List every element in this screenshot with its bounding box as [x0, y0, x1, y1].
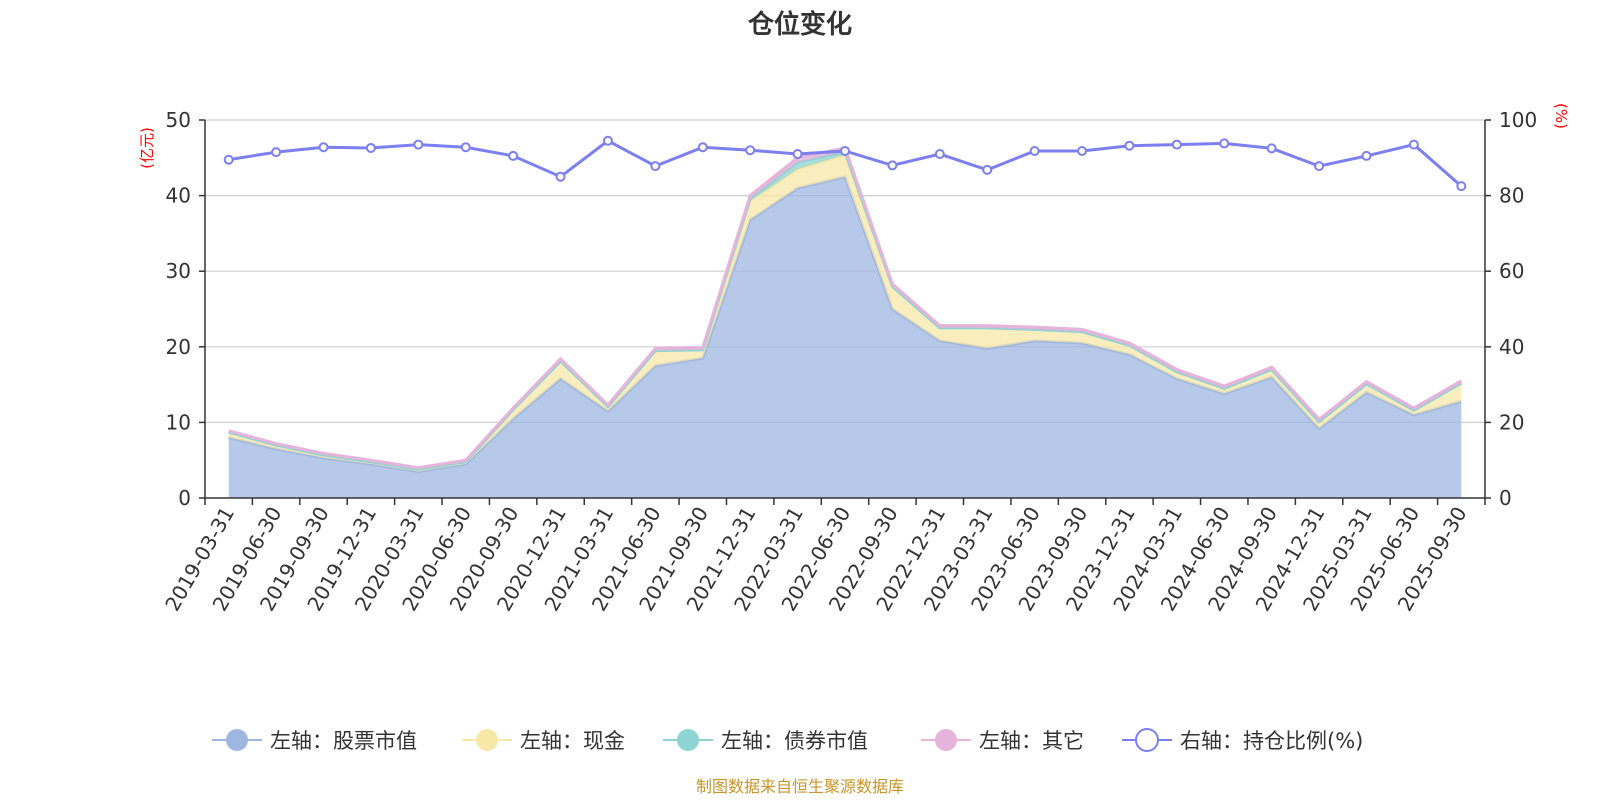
ratio-point: [934, 149, 945, 160]
ratio-point: [887, 160, 898, 171]
ratio-point: [1266, 143, 1277, 154]
left-tick-label: 30: [166, 259, 191, 283]
ratio-point: [792, 149, 803, 160]
ratio-point: [697, 142, 708, 153]
left-tick-label: 10: [166, 410, 191, 434]
ratio-point: [413, 139, 424, 150]
ratio-point: [223, 154, 234, 165]
ratio-point: [555, 171, 566, 182]
right-tick-label: 80: [1499, 184, 1524, 208]
ratio-point: [1456, 181, 1467, 192]
ratio-point: [1361, 150, 1372, 161]
ratio-point: [1077, 145, 1088, 156]
left-tick-label: 40: [166, 184, 191, 208]
legend-item-2[interactable]: 左轴：债券市值: [663, 729, 868, 753]
legend-item-4[interactable]: 右轴：持仓比例(%): [1122, 728, 1363, 753]
ratio-point: [318, 142, 329, 153]
legend-marker: [935, 729, 957, 751]
stacked-areas: [228, 146, 1463, 498]
ratio-point: [271, 147, 282, 158]
legend-marker: [476, 729, 498, 751]
legend-marker: [226, 729, 248, 751]
ratio-point: [508, 150, 519, 161]
ratio-point: [650, 161, 661, 172]
right-tick-label: 0: [1499, 486, 1512, 510]
ratio-point: [1314, 161, 1325, 172]
area-0: [228, 176, 1462, 498]
ratio-point: [840, 145, 850, 156]
legend-label: 右轴：持仓比例(%): [1180, 729, 1363, 753]
left-tick-label: 0: [178, 486, 191, 510]
legend-marker: [1135, 728, 1159, 752]
legend-item-3[interactable]: 左轴：其它: [921, 729, 1084, 753]
holding-ratio-line: [223, 135, 1467, 192]
right-axis-unit: (%): [1552, 103, 1570, 129]
data-source: 制图数据来自恒生聚源数据库: [696, 777, 904, 796]
legend-label: 左轴：股票市值: [270, 729, 417, 753]
ratio-point: [745, 145, 756, 156]
right-tick-label: 40: [1499, 335, 1524, 359]
ratio-point: [1171, 139, 1182, 150]
legend-label: 左轴：债券市值: [721, 729, 868, 753]
legend-label: 左轴：其它: [979, 729, 1084, 753]
ratio-point: [982, 164, 993, 175]
ratio-point: [1408, 139, 1419, 150]
ratio-point: [365, 142, 376, 153]
ratio-point: [1219, 138, 1230, 149]
ratio-point: [1124, 140, 1135, 151]
legend: 左轴：股票市值 左轴：现金 左轴：债券市值 左轴：其它 右轴：持仓比例(%): [212, 728, 1363, 753]
right-tick-label: 100: [1499, 108, 1537, 132]
ratio-point: [602, 135, 613, 146]
left-tick-label: 20: [166, 335, 191, 359]
legend-item-1[interactable]: 左轴：现金: [462, 729, 625, 753]
right-tick-label: 20: [1499, 410, 1524, 434]
area-1: [228, 154, 1462, 472]
ratio-point: [1029, 145, 1040, 156]
legend-label: 左轴：现金: [520, 729, 625, 753]
chart-title: 仓位变化: [747, 9, 852, 40]
legend-marker: [677, 729, 699, 751]
left-tick-label: 50: [166, 108, 191, 132]
left-axis-unit: (亿元): [138, 127, 156, 169]
legend-item-0[interactable]: 左轴：股票市值: [212, 729, 417, 753]
ratio-point: [460, 142, 471, 153]
right-tick-label: 60: [1499, 259, 1524, 283]
